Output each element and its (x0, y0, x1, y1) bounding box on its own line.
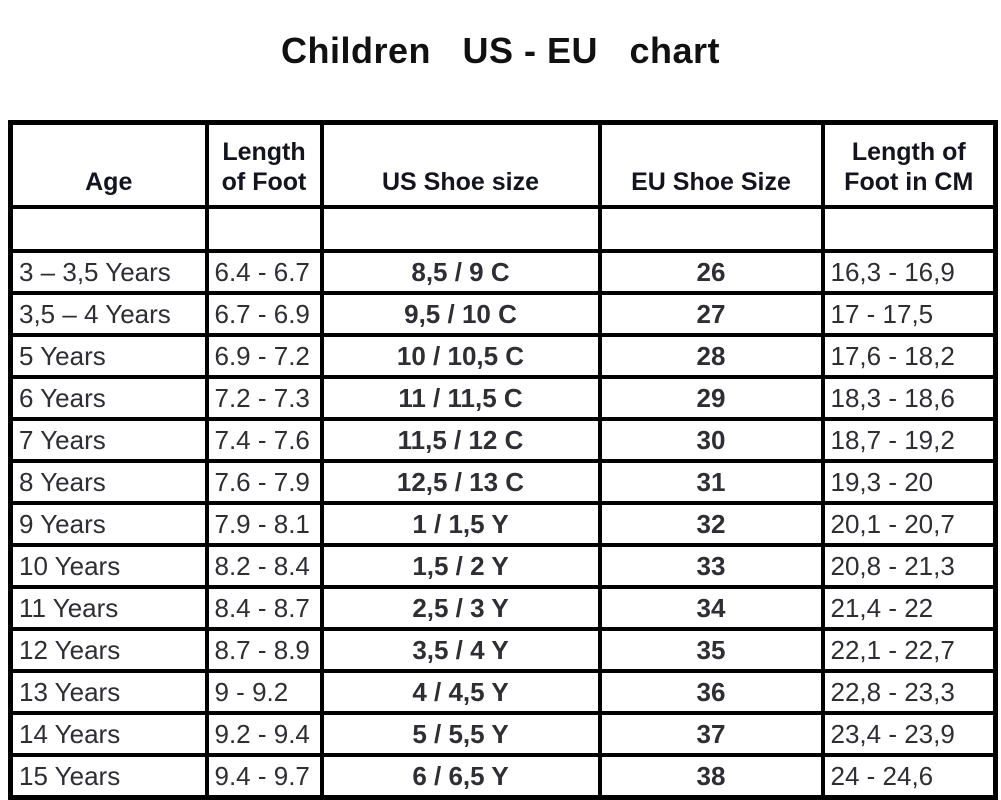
cell-foot-length-cm: 23,4 - 23,9 (820, 711, 998, 757)
spacer-cell (8, 205, 209, 253)
table-row: 9 Years 7.9 - 8.1 1 / 1,5 Y 32 20,1 - 20,7 (8, 501, 998, 547)
cell-foot-length-cm: 20,1 - 20,7 (820, 501, 998, 547)
cell-age: 3,5 – 4 Years (8, 291, 209, 337)
table-row: 6 Years 7.2 - 7.3 11 / 11,5 C 29 18,3 - 18,6 (8, 375, 998, 421)
cell-us-shoe-size: 12,5 / 13 C (319, 459, 602, 505)
cell-foot-length-cm: 17 - 17,5 (820, 291, 998, 337)
cell-foot-length-cm: 18,3 - 18,6 (820, 375, 998, 421)
cell-foot-length-cm: 19,3 - 20 (820, 459, 998, 505)
cell-foot-length: 7.6 - 7.9 (204, 459, 324, 505)
header-us-shoe-size: US Shoe size (319, 120, 602, 209)
cell-eu-shoe-size: 34 (597, 585, 825, 631)
cell-us-shoe-size: 6 / 6,5 Y (319, 753, 602, 800)
spacer-cell (597, 205, 825, 253)
cell-eu-shoe-size: 33 (597, 543, 825, 589)
table-row: 3 – 3,5 Years 6.4 - 6.7 8,5 / 9 C 26 16,3 - … (8, 249, 998, 295)
cell-eu-shoe-size: 27 (597, 291, 825, 337)
cell-age: 9 Years (8, 501, 209, 547)
header-foot-length: Length of Foot (204, 120, 324, 209)
cell-us-shoe-size: 11,5 / 12 C (319, 417, 602, 463)
cell-eu-shoe-size: 38 (597, 753, 825, 800)
cell-foot-length-cm: 17,6 - 18,2 (820, 333, 998, 379)
cell-foot-length-cm: 22,1 - 22,7 (820, 627, 998, 673)
cell-foot-length: 8.4 - 8.7 (204, 585, 324, 631)
cell-foot-length: 6.7 - 6.9 (204, 291, 324, 337)
cell-age: 15 Years (8, 753, 209, 800)
cell-eu-shoe-size: 26 (597, 249, 825, 295)
table-header-row: Age Length of Foot US Shoe size EU Shoe … (8, 120, 998, 209)
cell-us-shoe-size: 1 / 1,5 Y (319, 501, 602, 547)
table-row: 11 Years 8.4 - 8.7 2,5 / 3 Y 34 21,4 - 22 (8, 585, 998, 631)
cell-us-shoe-size: 9,5 / 10 C (319, 291, 602, 337)
cell-us-shoe-size: 3,5 / 4 Y (319, 627, 602, 673)
cell-us-shoe-size: 1,5 / 2 Y (319, 543, 602, 589)
cell-foot-length: 6.9 - 7.2 (204, 333, 324, 379)
table-row: 15 Years 9.4 - 9.7 6 / 6,5 Y 38 24 - 24,6 (8, 753, 998, 800)
cell-us-shoe-size: 2,5 / 3 Y (319, 585, 602, 631)
cell-eu-shoe-size: 32 (597, 501, 825, 547)
cell-eu-shoe-size: 31 (597, 459, 825, 505)
cell-eu-shoe-size: 30 (597, 417, 825, 463)
cell-foot-length: 8.7 - 8.9 (204, 627, 324, 673)
cell-foot-length-cm: 21,4 - 22 (820, 585, 998, 631)
cell-eu-shoe-size: 37 (597, 711, 825, 757)
cell-age: 14 Years (8, 711, 209, 757)
table-row: 7 Years 7.4 - 7.6 11,5 / 12 C 30 18,7 - 19,2 (8, 417, 998, 463)
cell-age: 3 – 3,5 Years (8, 249, 209, 295)
table-row: 8 Years 7.6 - 7.9 12,5 / 13 C 31 19,3 - 20 (8, 459, 998, 505)
cell-us-shoe-size: 11 / 11,5 C (319, 375, 602, 421)
cell-age: 8 Years (8, 459, 209, 505)
cell-age: 11 Years (8, 585, 209, 631)
spacer-row (8, 205, 998, 253)
table-row: 5 Years 6.9 - 7.2 10 / 10,5 C 28 17,6 - 18,2 (8, 333, 998, 379)
cell-eu-shoe-size: 36 (597, 669, 825, 715)
cell-eu-shoe-size: 29 (597, 375, 825, 421)
table-body: 3 – 3,5 Years 6.4 - 6.7 8,5 / 9 C 26 16,3 - … (8, 249, 998, 800)
cell-age: 10 Years (8, 543, 209, 589)
cell-age: 5 Years (8, 333, 209, 379)
cell-foot-length-cm: 20,8 - 21,3 (820, 543, 998, 589)
cell-eu-shoe-size: 28 (597, 333, 825, 379)
cell-us-shoe-size: 10 / 10,5 C (319, 333, 602, 379)
header-age: Age (8, 120, 209, 209)
cell-age: 12 Years (8, 627, 209, 673)
cell-eu-shoe-size: 35 (597, 627, 825, 673)
cell-foot-length: 7.4 - 7.6 (204, 417, 324, 463)
spacer-cell (820, 205, 998, 253)
cell-us-shoe-size: 8,5 / 9 C (319, 249, 602, 295)
cell-us-shoe-size: 5 / 5,5 Y (319, 711, 602, 757)
spacer-cell (204, 205, 324, 253)
cell-foot-length: 9.4 - 9.7 (204, 753, 324, 800)
table-row: 12 Years 8.7 - 8.9 3,5 / 4 Y 35 22,1 - 22,7 (8, 627, 998, 673)
cell-foot-length: 7.9 - 8.1 (204, 501, 324, 547)
table-row: 13 Years 9 - 9.2 4 / 4,5 Y 36 22,8 - 23,3 (8, 669, 998, 715)
cell-age: 13 Years (8, 669, 209, 715)
spacer-cell (319, 205, 602, 253)
page-title: Children US - EU chart (280, 30, 721, 71)
cell-foot-length-cm: 16,3 - 16,9 (820, 249, 998, 295)
cell-foot-length: 8.2 - 8.4 (204, 543, 324, 589)
table-row: 10 Years 8.2 - 8.4 1,5 / 2 Y 33 20,8 - 21,3 (8, 543, 998, 589)
header-eu-shoe-size: EU Shoe Size (597, 120, 825, 209)
cell-foot-length-cm: 24 - 24,6 (820, 753, 998, 800)
size-conversion-table: Age Length of Foot US Shoe size EU Shoe … (8, 120, 998, 800)
cell-us-shoe-size: 4 / 4,5 Y (319, 669, 602, 715)
table-row: 14 Years 9.2 - 9.4 5 / 5,5 Y 37 23,4 - 23,9 (8, 711, 998, 757)
header-foot-length-cm: Length of Foot in CM (820, 120, 998, 209)
cell-foot-length-cm: 18,7 - 19,2 (820, 417, 998, 463)
cell-foot-length: 6.4 - 6.7 (204, 249, 324, 295)
cell-foot-length: 9 - 9.2 (204, 669, 324, 715)
table-row: 3,5 – 4 Years 6.7 - 6.9 9,5 / 10 C 27 17 - 1… (8, 291, 998, 337)
cell-foot-length: 7.2 - 7.3 (204, 375, 324, 421)
cell-age: 7 Years (8, 417, 209, 463)
cell-age: 6 Years (8, 375, 209, 421)
cell-foot-length: 9.2 - 9.4 (204, 711, 324, 757)
cell-foot-length-cm: 22,8 - 23,3 (820, 669, 998, 715)
